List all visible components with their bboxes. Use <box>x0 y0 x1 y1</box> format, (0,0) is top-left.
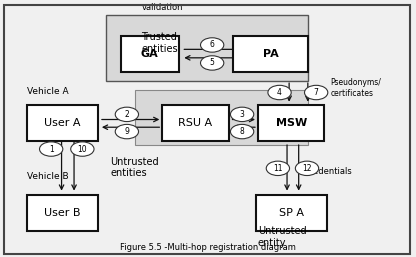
Bar <box>27 195 98 231</box>
Circle shape <box>71 142 94 156</box>
Text: 1: 1 <box>49 144 54 154</box>
Bar <box>162 105 229 141</box>
Bar <box>27 105 98 141</box>
Text: GA: GA <box>141 49 158 59</box>
Text: 5: 5 <box>210 58 215 68</box>
Text: Figure 5.5 -Multi-hop registration diagram: Figure 5.5 -Multi-hop registration diagr… <box>120 243 296 252</box>
Text: RSU A: RSU A <box>178 118 213 128</box>
Text: Trusted
entities: Trusted entities <box>141 32 178 54</box>
Text: 4: 4 <box>277 88 282 97</box>
Text: Untrusted
entities: Untrusted entities <box>110 157 159 178</box>
Text: Untrusted
entity: Untrusted entity <box>258 226 307 248</box>
Text: 2: 2 <box>124 110 129 119</box>
Bar <box>135 90 308 145</box>
Circle shape <box>40 142 63 156</box>
Text: credentials: credentials <box>306 167 352 176</box>
Bar <box>106 15 308 81</box>
Text: 3: 3 <box>240 110 245 119</box>
Circle shape <box>295 161 319 176</box>
Circle shape <box>230 124 254 139</box>
Circle shape <box>201 38 224 52</box>
Circle shape <box>230 107 254 122</box>
Text: Vehicle B: Vehicle B <box>27 172 69 181</box>
Text: User B: User B <box>44 208 81 218</box>
Text: SP A: SP A <box>279 208 304 218</box>
Bar <box>256 195 327 231</box>
Circle shape <box>201 56 224 70</box>
Text: 8: 8 <box>240 127 245 136</box>
Text: User A: User A <box>44 118 81 128</box>
Circle shape <box>305 85 328 100</box>
Text: 12: 12 <box>302 164 312 173</box>
Text: 11: 11 <box>273 164 282 173</box>
Bar <box>258 105 324 141</box>
Text: Vehicle A: Vehicle A <box>27 87 69 96</box>
Text: PA: PA <box>262 49 278 59</box>
Text: 7: 7 <box>314 88 319 97</box>
Bar <box>233 36 308 72</box>
Text: Pseudonyms/
certificates: Pseudonyms/ certificates <box>331 78 381 98</box>
Text: validation: validation <box>141 3 183 12</box>
Text: 6: 6 <box>210 40 215 50</box>
Circle shape <box>115 107 139 122</box>
Circle shape <box>268 85 291 100</box>
Circle shape <box>115 124 139 139</box>
Text: MSW: MSW <box>275 118 307 128</box>
Text: 10: 10 <box>77 144 87 154</box>
Bar <box>121 36 179 72</box>
Text: 9: 9 <box>124 127 129 136</box>
Circle shape <box>266 161 290 176</box>
